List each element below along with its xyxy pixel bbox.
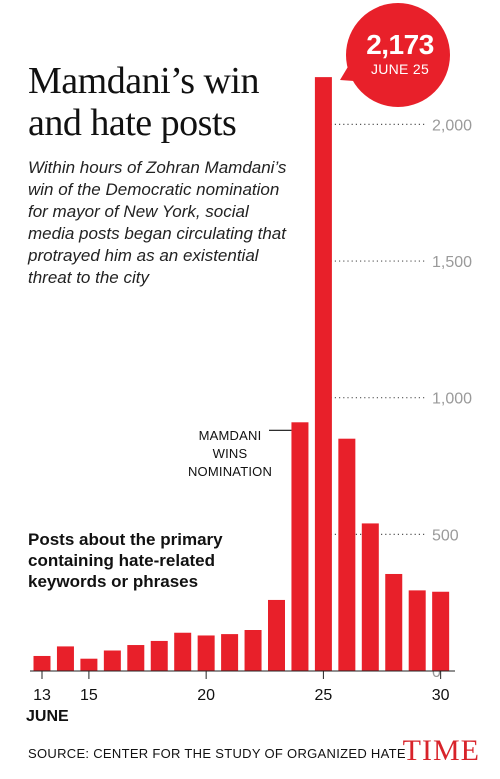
x-tick-label: 13	[33, 687, 51, 704]
bar	[80, 658, 98, 671]
bar	[244, 630, 262, 671]
nomination-annotation: MAMDANI WINS NOMINATION	[187, 428, 273, 479]
time-logo: TIME	[402, 734, 480, 767]
x-tick-label: 20	[197, 687, 215, 704]
bar	[127, 645, 145, 671]
x-axis-month-label: JUNE	[26, 708, 69, 725]
bar	[33, 655, 51, 671]
callout-date: JUNE 25	[370, 61, 430, 77]
callout-bubble	[346, 3, 450, 107]
bar	[385, 573, 403, 671]
chart-subtitle: Within hours of Zohran Mamdani’s win of …	[28, 158, 287, 287]
x-tick-label: 30	[432, 687, 450, 704]
bar	[408, 590, 426, 671]
series-description: Posts about the primary containing hate-…	[28, 530, 223, 591]
bar	[361, 523, 379, 671]
bar	[103, 650, 121, 671]
bar	[56, 646, 74, 671]
y-tick-label: 1,500	[432, 254, 472, 271]
bar	[268, 599, 285, 671]
bar	[197, 635, 215, 671]
x-tick-label: 25	[315, 687, 333, 704]
bar	[432, 591, 450, 671]
bar	[314, 77, 332, 672]
bar	[338, 438, 356, 671]
callout-pointer	[340, 60, 368, 82]
bar	[150, 640, 168, 671]
y-tick-label: 500	[432, 527, 459, 544]
callout-value: 2,173	[366, 29, 434, 60]
bar	[221, 634, 239, 671]
source-note: SOURCE: CENTER FOR THE STUDY OF ORGANIZE…	[28, 746, 406, 761]
chart-title: Mamdani’s win and hate posts	[28, 60, 259, 144]
x-tick-label: 15	[80, 687, 98, 704]
y-tick-label: 2,000	[432, 117, 472, 134]
bar	[174, 632, 192, 671]
y-tick-label: 0	[432, 664, 441, 681]
y-tick-label: 1,000	[432, 391, 472, 408]
bar	[291, 422, 309, 671]
